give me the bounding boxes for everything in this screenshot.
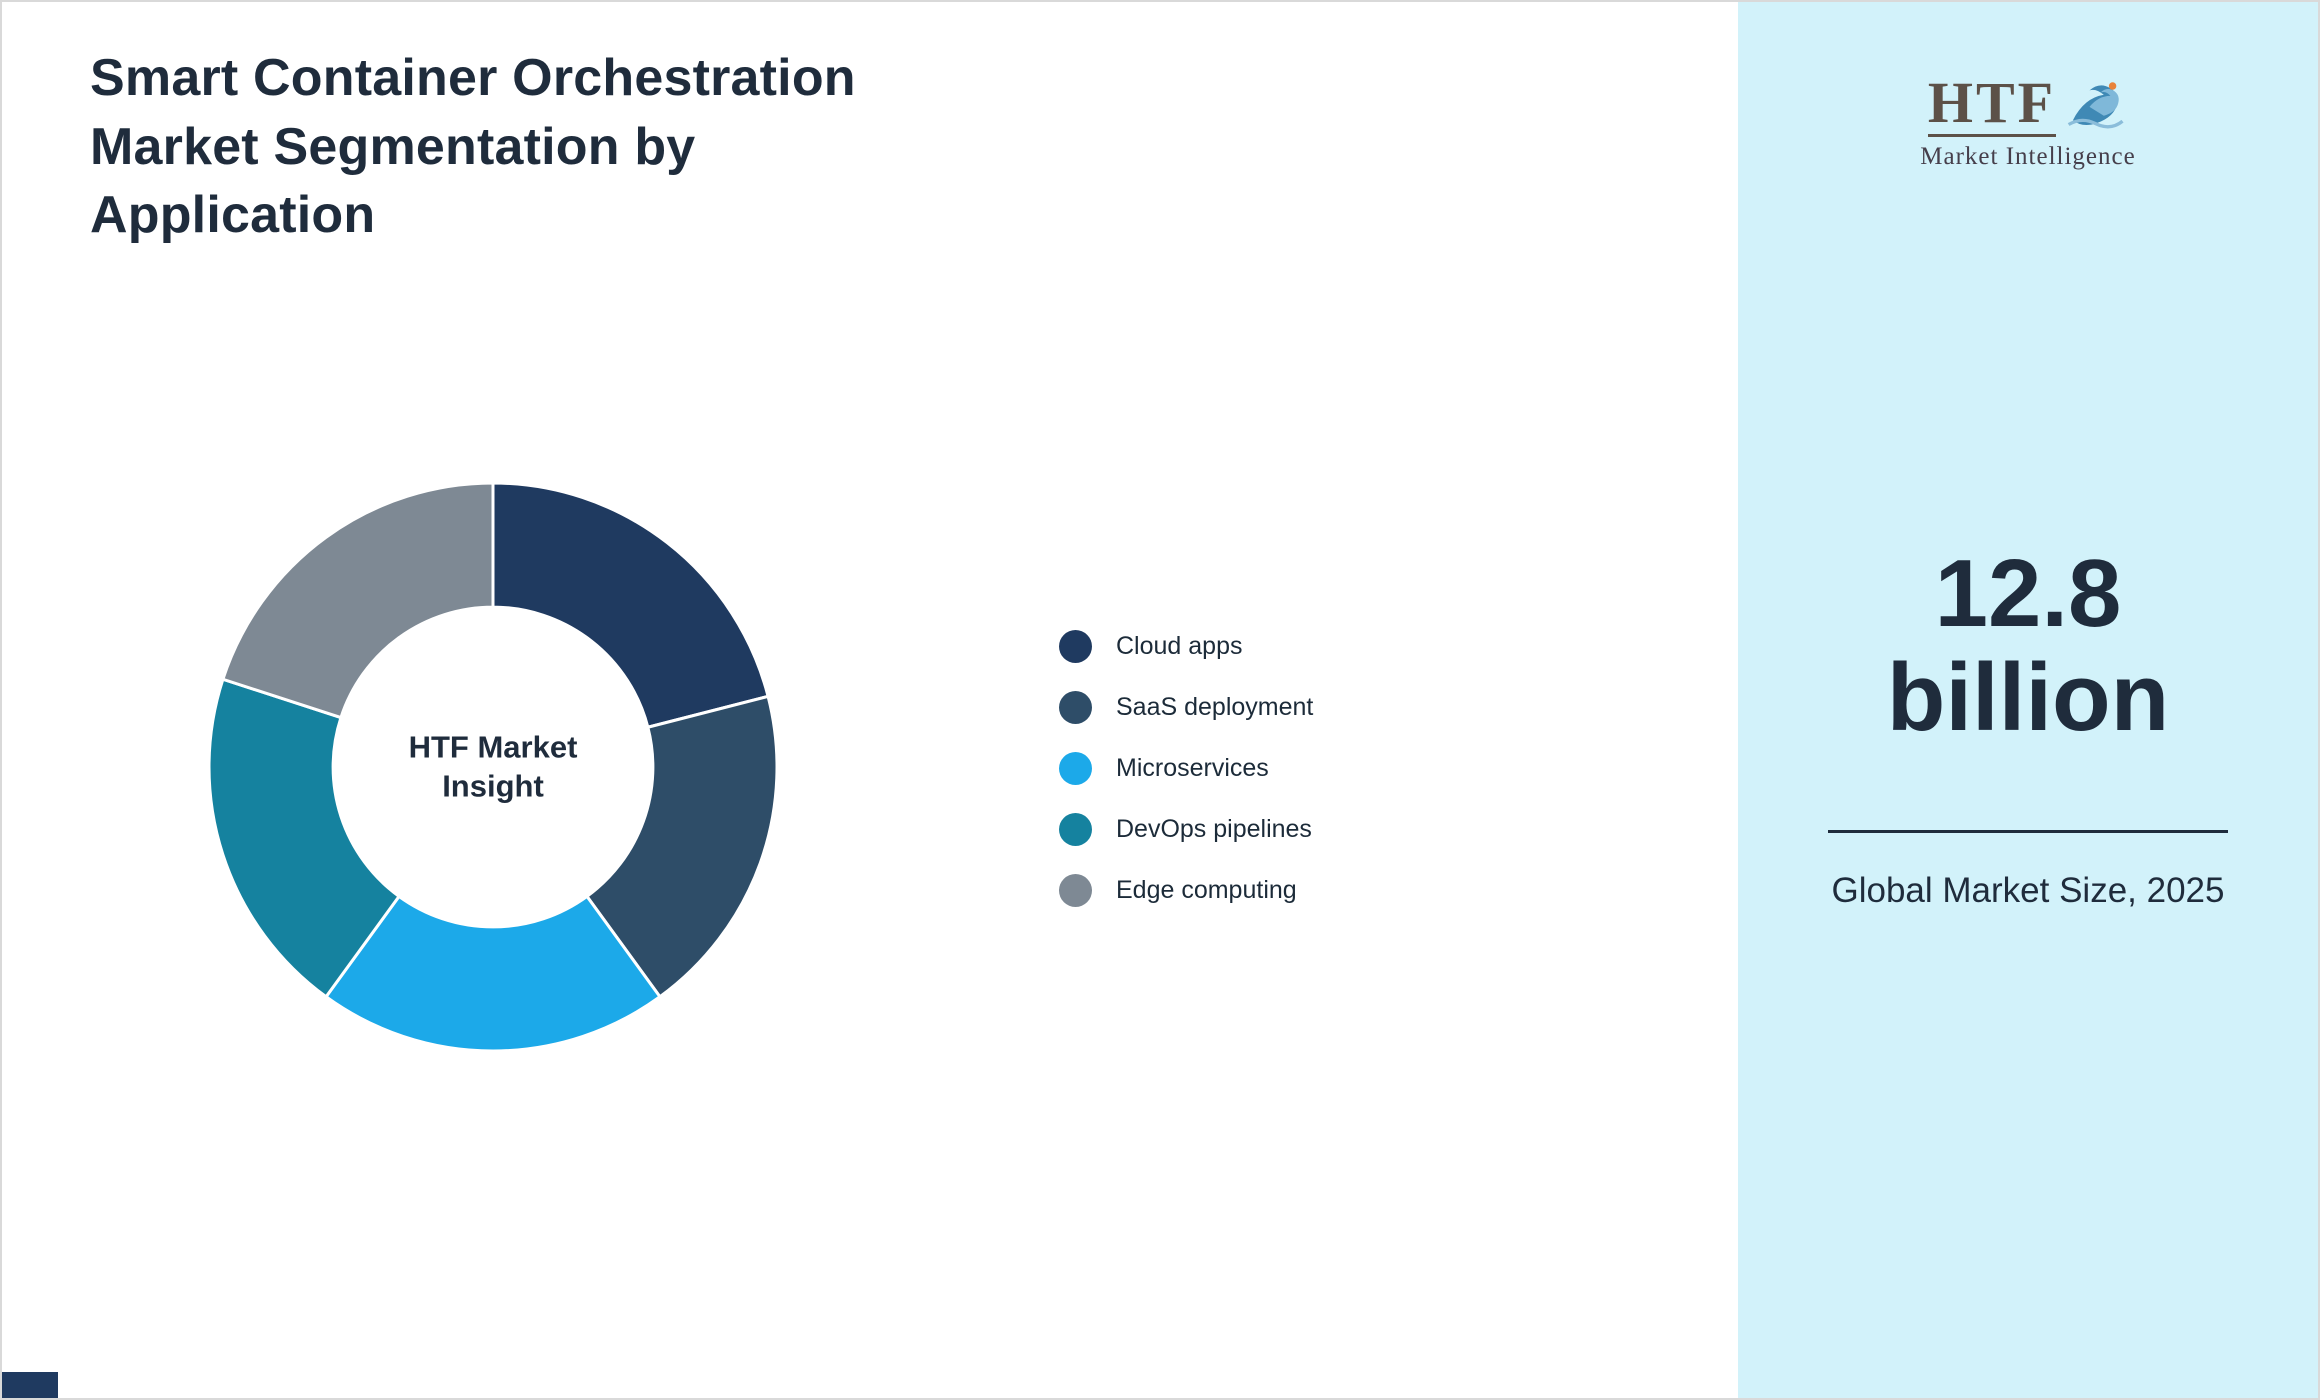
htf-logo: HTF Market Intelligence	[1738, 74, 2318, 171]
legend-color-dot	[1059, 691, 1092, 724]
donut-slice	[491, 481, 770, 729]
legend-label: DevOps pipelines	[1116, 815, 1312, 843]
chart-legend: Cloud apps SaaS deployment Microservices De…	[1059, 630, 1313, 907]
donut-slice	[585, 694, 779, 999]
donut-svg	[207, 481, 779, 1053]
htf-logo-row: HTF	[1927, 70, 2128, 137]
corner-accent	[2, 1372, 58, 1398]
legend-color-dot	[1059, 630, 1092, 663]
market-size-caption: Global Market Size, 2025	[1831, 871, 2225, 910]
legend-item: SaaS deployment	[1059, 691, 1313, 724]
sidebar-panel: HTF Market Intelligence 12.8 billion Glo…	[1738, 2, 2318, 1398]
divider-line	[1828, 830, 2228, 833]
legend-label: Cloud apps	[1116, 632, 1243, 660]
donut-center-label: HTF Market Insight	[408, 729, 578, 803]
legend-color-dot	[1059, 813, 1092, 846]
donut-slice	[207, 677, 401, 999]
legend-item: DevOps pipelines	[1059, 813, 1313, 846]
legend-label: Edge computing	[1116, 876, 1297, 904]
market-size-value-line2: billion	[1886, 643, 2170, 751]
donut-slice	[324, 894, 662, 1053]
market-size-value-line1: 12.8	[1934, 540, 2122, 647]
htf-logo-subtext: Market Intelligence	[1920, 143, 2136, 170]
legend-label: Microservices	[1116, 754, 1269, 782]
market-size-value: 12.8 billion	[1738, 542, 2318, 749]
legend-item: Edge computing	[1059, 874, 1313, 907]
legend-color-dot	[1059, 752, 1092, 785]
donut-chart: HTF Market Insight	[203, 477, 783, 1057]
legend-item: Cloud apps	[1059, 630, 1313, 663]
chart-title: Smart Container Orchestration Market Seg…	[90, 49, 856, 245]
legend-item: Microservices	[1059, 752, 1313, 785]
dolphin-icon	[2067, 82, 2124, 129]
legend-color-dot	[1059, 874, 1092, 907]
legend-label: SaaS deployment	[1116, 693, 1314, 721]
htf-logo-text: HTF	[1927, 70, 2057, 137]
donut-slice	[221, 481, 495, 720]
